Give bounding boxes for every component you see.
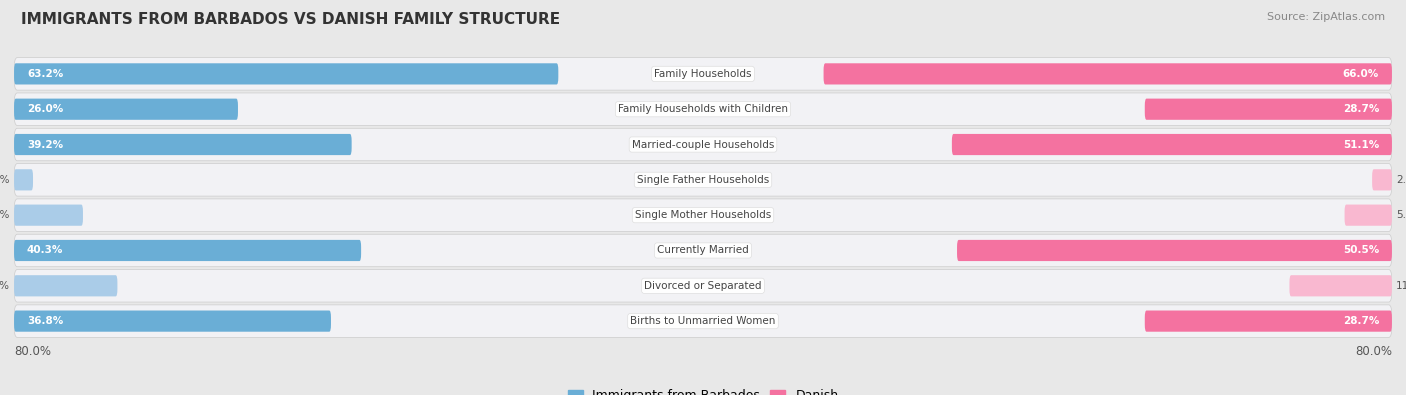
Text: Family Households: Family Households	[654, 69, 752, 79]
FancyBboxPatch shape	[14, 93, 1392, 126]
Text: 51.1%: 51.1%	[1343, 139, 1379, 150]
Text: Births to Unmarried Women: Births to Unmarried Women	[630, 316, 776, 326]
Text: 80.0%: 80.0%	[14, 345, 51, 358]
FancyBboxPatch shape	[14, 134, 352, 155]
Text: 63.2%: 63.2%	[27, 69, 63, 79]
FancyBboxPatch shape	[14, 63, 558, 85]
FancyBboxPatch shape	[14, 275, 117, 296]
FancyBboxPatch shape	[957, 240, 1392, 261]
FancyBboxPatch shape	[14, 310, 330, 332]
Legend: Immigrants from Barbados, Danish: Immigrants from Barbados, Danish	[562, 384, 844, 395]
Text: 36.8%: 36.8%	[27, 316, 63, 326]
FancyBboxPatch shape	[1289, 275, 1392, 296]
FancyBboxPatch shape	[14, 240, 361, 261]
Text: Single Mother Households: Single Mother Households	[636, 210, 770, 220]
Text: Source: ZipAtlas.com: Source: ZipAtlas.com	[1267, 12, 1385, 22]
FancyBboxPatch shape	[14, 99, 238, 120]
Text: 28.7%: 28.7%	[1343, 316, 1379, 326]
Text: 8.0%: 8.0%	[0, 210, 10, 220]
Text: 2.3%: 2.3%	[1396, 175, 1406, 185]
Text: 28.7%: 28.7%	[1343, 104, 1379, 114]
Text: 26.0%: 26.0%	[27, 104, 63, 114]
FancyBboxPatch shape	[1144, 310, 1392, 332]
Text: IMMIGRANTS FROM BARBADOS VS DANISH FAMILY STRUCTURE: IMMIGRANTS FROM BARBADOS VS DANISH FAMIL…	[21, 12, 560, 27]
FancyBboxPatch shape	[14, 169, 32, 190]
Text: Currently Married: Currently Married	[657, 245, 749, 256]
FancyBboxPatch shape	[1344, 205, 1392, 226]
FancyBboxPatch shape	[14, 234, 1392, 267]
FancyBboxPatch shape	[14, 128, 1392, 161]
Text: 2.2%: 2.2%	[0, 175, 10, 185]
Text: 12.0%: 12.0%	[0, 281, 10, 291]
FancyBboxPatch shape	[14, 58, 1392, 90]
FancyBboxPatch shape	[952, 134, 1392, 155]
Text: Single Father Households: Single Father Households	[637, 175, 769, 185]
Text: 5.5%: 5.5%	[1396, 210, 1406, 220]
Text: Family Households with Children: Family Households with Children	[619, 104, 787, 114]
FancyBboxPatch shape	[824, 63, 1392, 85]
Text: 50.5%: 50.5%	[1343, 245, 1379, 256]
FancyBboxPatch shape	[1372, 169, 1392, 190]
FancyBboxPatch shape	[14, 305, 1392, 337]
Text: Divorced or Separated: Divorced or Separated	[644, 281, 762, 291]
FancyBboxPatch shape	[14, 199, 1392, 231]
Text: 11.9%: 11.9%	[1396, 281, 1406, 291]
Text: 39.2%: 39.2%	[27, 139, 63, 150]
FancyBboxPatch shape	[1144, 99, 1392, 120]
Text: 40.3%: 40.3%	[27, 245, 63, 256]
FancyBboxPatch shape	[14, 269, 1392, 302]
Text: 80.0%: 80.0%	[1355, 345, 1392, 358]
FancyBboxPatch shape	[14, 205, 83, 226]
Text: 66.0%: 66.0%	[1343, 69, 1379, 79]
Text: Married-couple Households: Married-couple Households	[631, 139, 775, 150]
FancyBboxPatch shape	[14, 164, 1392, 196]
